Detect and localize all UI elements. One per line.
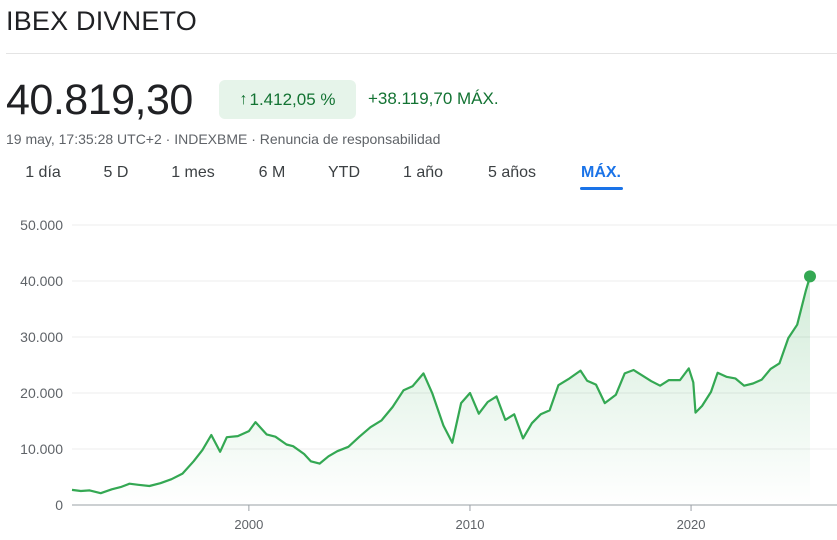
y-tick-label: 0: [55, 497, 63, 513]
change-absolute: +38.119,70 MÁX.: [368, 89, 499, 108]
price-line: [71, 276, 812, 495]
y-tick-label: 40.000: [20, 273, 63, 289]
change-percent: 1.412,05 %: [249, 89, 336, 109]
y-tick-label: 20.000: [20, 385, 63, 401]
price-area: [72, 276, 810, 505]
x-tick-label: 2000: [234, 517, 263, 532]
y-tick-label: 50.000: [20, 217, 63, 233]
change-percent-badge: ↑ 1.412,05 %: [219, 80, 356, 119]
page-title: IBEX DIVNETO: [6, 6, 197, 36]
tab-ytd[interactable]: YTD: [328, 164, 360, 181]
y-tick-label: 30.000: [20, 329, 63, 345]
range-tabs: 1 día 5 D 1 mes 6 M YTD 1 año 5 años MÁX…: [0, 160, 837, 196]
tab-max[interactable]: MÁX.: [581, 164, 621, 181]
last-price-point: [804, 270, 816, 283]
tab-1-day[interactable]: 1 día: [25, 164, 61, 181]
arrow-up-icon: ↑: [239, 90, 248, 108]
y-axis: 0 10.000 20.000 30.000 40.000 50.000: [20, 217, 63, 513]
tab-1-month[interactable]: 1 mes: [171, 164, 215, 181]
tab-5-days[interactable]: 5 D: [103, 164, 129, 181]
tab-5-years[interactable]: 5 años: [487, 164, 537, 181]
x-tick-label: 2010: [456, 517, 485, 532]
x-tick-label: 2020: [677, 517, 706, 532]
y-tick-label: 10.000: [20, 441, 63, 457]
header-divider: [6, 53, 837, 54]
tab-6-months[interactable]: 6 M: [258, 164, 286, 181]
quote-meta: 19 may, 17:35:28 UTC+2 · INDEXBME · Renu…: [6, 131, 441, 147]
x-axis: 2000 2010 2020: [234, 505, 706, 532]
current-price: 40.819,30: [6, 76, 193, 124]
active-tab-indicator: [580, 187, 623, 190]
tab-1-year[interactable]: 1 año: [402, 164, 444, 181]
